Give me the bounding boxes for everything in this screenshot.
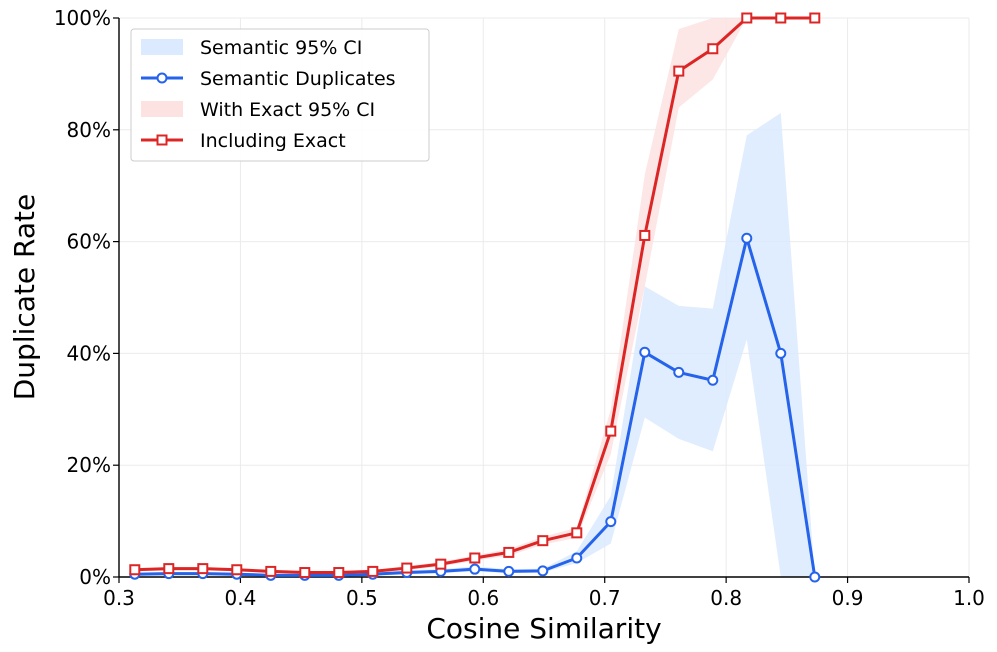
exact-point: [537, 535, 549, 547]
legend-semantic-duplicates: Semantic Duplicates: [141, 68, 396, 90]
semantic-point: [741, 232, 753, 244]
semantic-point: [537, 565, 549, 577]
exact-point: [707, 43, 719, 55]
ci-bands: [134, 18, 815, 577]
exact-point: [571, 527, 583, 539]
legend-frame: [130, 28, 430, 162]
legend-semantic-duplicates-label: Semantic Duplicates: [200, 68, 396, 90]
axes: [113, 17, 970, 583]
legend-including-exact-label: Including Exact: [200, 130, 346, 152]
y-tick-label: 100%: [54, 6, 111, 30]
legend-exact-ci-label: With Exact 95% CI: [200, 99, 375, 121]
y-tick-label: 80%: [67, 118, 111, 142]
legend-including-exact: Including Exact: [141, 130, 346, 152]
y-tick-label: 40%: [67, 341, 111, 365]
exact-point: [673, 65, 685, 77]
exact-point: [231, 564, 243, 576]
legend-exact-ci: With Exact 95% CI: [141, 99, 375, 121]
x-tick-label: 0.9: [832, 586, 864, 610]
semantic-point: [707, 374, 719, 386]
exact-point: [435, 558, 447, 570]
semantic-ci-band: [134, 113, 815, 577]
x-tick-label: 0.3: [103, 586, 135, 610]
exact-point: [265, 565, 277, 577]
x-axis-title: Cosine Similarity: [426, 612, 661, 645]
tick-labels: 0.3 0.4 0.5 0.6 0.7 0.8 0.9 1.0 0% 20% 40% 60% 80% 10…: [54, 6, 985, 610]
legend-semantic-ci: Semantic 95% CI: [141, 37, 362, 59]
semantic-point: [571, 552, 583, 564]
legend: Semantic 95% CI Semantic Duplicates With E…: [130, 28, 430, 162]
y-tick-label: 0%: [79, 565, 111, 589]
exact-point: [809, 12, 821, 24]
y-tick-label: 20%: [67, 453, 111, 477]
y-axis-title: Duplicate Rate: [8, 194, 41, 401]
exact-point: [775, 12, 787, 24]
x-tick-label: 0.8: [710, 586, 742, 610]
exact-point: [367, 565, 379, 577]
legend-including-exact-marker: [156, 134, 168, 146]
series-layer: [129, 12, 821, 583]
y-tick-label: 60%: [67, 230, 111, 254]
exact-point: [163, 563, 175, 575]
x-tick-label: 0.7: [589, 586, 621, 610]
x-tick-label: 0.4: [225, 586, 257, 610]
x-tick-label: 1.0: [953, 586, 985, 610]
exact-point: [741, 12, 753, 24]
exact-point: [401, 562, 413, 574]
exact-point: [639, 229, 651, 241]
x-tick-label: 0.5: [346, 586, 378, 610]
exact-point: [197, 563, 209, 575]
semantic-point: [605, 516, 617, 528]
semantic-point: [673, 366, 685, 378]
exact-point: [469, 552, 481, 564]
exact-point: [605, 425, 617, 437]
legend-semantic-ci-label: Semantic 95% CI: [200, 37, 362, 59]
legend-exact-ci-swatch: [141, 101, 183, 117]
exact-point: [503, 546, 515, 558]
exact-point: [299, 567, 311, 579]
legend-semantic-duplicates-marker: [156, 72, 168, 84]
legend-semantic-ci-swatch: [141, 39, 183, 55]
semantic-point: [503, 565, 515, 577]
semantic-point: [469, 563, 481, 575]
semantic-point: [775, 347, 787, 359]
exact-point: [129, 564, 141, 576]
semantic-point: [639, 346, 651, 358]
x-tick-label: 0.6: [467, 586, 499, 610]
semantic-point: [809, 571, 821, 583]
exact-point: [333, 567, 345, 579]
